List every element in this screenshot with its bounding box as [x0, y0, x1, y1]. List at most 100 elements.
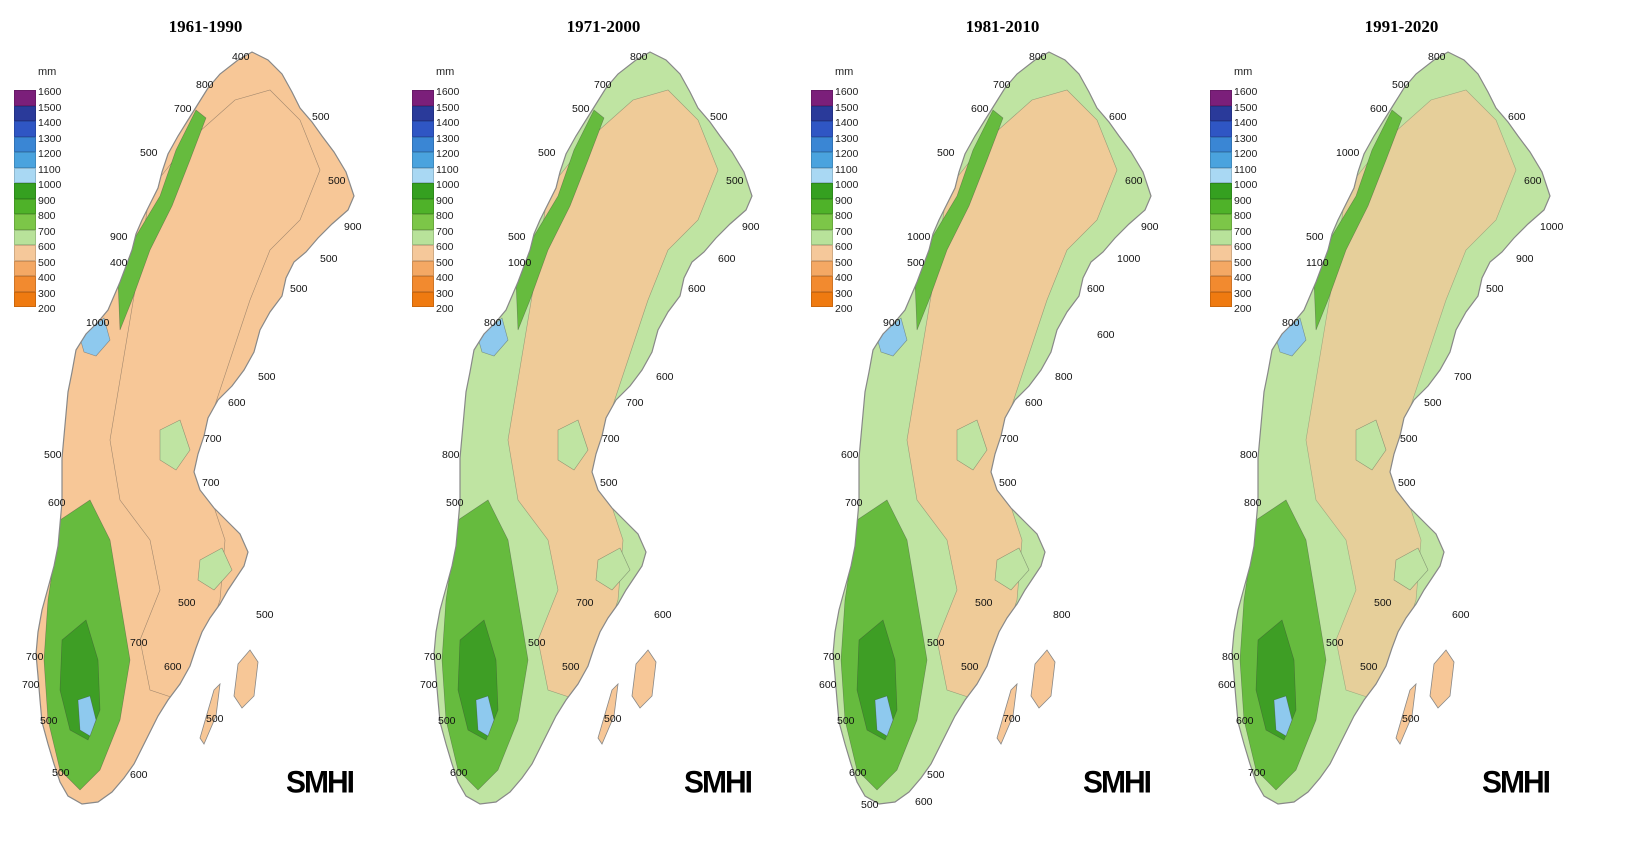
contour-label: 500: [320, 253, 338, 265]
legend-label: 1400: [38, 117, 62, 129]
contour-label: 700: [130, 637, 148, 649]
legend-label: 1300: [1234, 132, 1258, 145]
contour-label: 500: [1424, 397, 1442, 409]
mountain-green-region: [914, 109, 1004, 331]
contour-label: 700: [626, 397, 644, 409]
contour-label: 600: [971, 103, 989, 115]
legend-swatch: [412, 136, 434, 153]
contour-label: 500: [1486, 283, 1504, 295]
contour-label: 500: [710, 111, 728, 123]
contour-label: 500: [572, 103, 590, 115]
oland: [996, 682, 1018, 745]
legend-label: 1500: [1234, 101, 1258, 114]
sweden-map: [35, 51, 355, 805]
contour-label: 500: [52, 767, 70, 779]
contour-label: 500: [508, 231, 526, 243]
legend-swatch: [811, 136, 833, 153]
legend-swatch: [14, 198, 36, 215]
contour-label: 500: [907, 257, 925, 269]
contour-label: 600: [849, 767, 867, 779]
coastline: [433, 51, 753, 805]
contour-label: 700: [823, 651, 841, 663]
contour-label: 600: [841, 449, 859, 461]
contour-label: 500: [1402, 713, 1420, 725]
contour-label: 800: [1053, 609, 1071, 621]
contour-label: 700: [1248, 767, 1266, 779]
mid-patch: [159, 419, 191, 471]
contour-label: 900: [883, 317, 901, 329]
legend-label: 400: [835, 272, 853, 284]
legend-label: 300: [38, 287, 56, 300]
legend-label: 900: [38, 194, 56, 207]
smhi-logo: SMHI: [1083, 765, 1152, 800]
legend-label: 1200: [436, 148, 460, 160]
legend-label: 200: [38, 303, 56, 315]
legend-label: 600: [436, 241, 454, 253]
contour-label: 400: [110, 257, 128, 269]
contour-label: 800: [484, 317, 502, 329]
legend-swatch: [1210, 105, 1232, 122]
oland: [199, 682, 221, 745]
legend-swatch: [14, 136, 36, 153]
contour-label: 600: [1087, 283, 1105, 295]
legend-label: 1300: [38, 132, 62, 145]
mid-patch: [1393, 547, 1429, 591]
legend-swatch: [14, 183, 36, 199]
legend-label: 1300: [835, 132, 859, 145]
legend-swatch: [412, 291, 434, 308]
contour-label: 800: [1055, 371, 1073, 383]
contour-label: 500: [861, 799, 879, 811]
legend-label: 1300: [436, 132, 460, 145]
contour-label: 700: [993, 79, 1011, 91]
contour-label: 600: [1452, 609, 1470, 621]
legend-unit: mm: [436, 66, 455, 78]
sweden-map: [433, 51, 753, 805]
panel-title: 1971-2000: [566, 17, 641, 36]
legend-label: 1000: [835, 179, 859, 191]
legend-unit: mm: [38, 66, 57, 78]
contour-label: 800: [1240, 449, 1258, 461]
panel-title: 1981-2010: [965, 17, 1040, 36]
legend-swatch: [14, 260, 36, 277]
contour-label: 500: [1360, 661, 1378, 673]
contour-label: 900: [344, 221, 362, 233]
legend-swatch: [412, 229, 434, 246]
mountain-wet-region: [79, 317, 111, 357]
lake-region: [1273, 695, 1293, 737]
contour-label: 800: [1222, 651, 1240, 663]
mid-patch: [956, 419, 988, 471]
contour-label: 500: [206, 713, 224, 725]
legend-label: 1600: [1234, 86, 1258, 98]
contour-label: 800: [196, 79, 214, 91]
map-panel-4: 1991-2020 mm 1600 1500 1400 1300 1200 1100 1000…: [1196, 0, 1607, 865]
contour-label: 500: [1374, 597, 1392, 609]
coastline: [1231, 51, 1551, 805]
legend-label: 200: [1234, 303, 1252, 315]
contour-label: 500: [937, 147, 955, 159]
legend-label: 1100: [835, 163, 858, 176]
contour-label: 900: [110, 231, 128, 243]
legend-swatch: [1210, 90, 1232, 106]
coastline: [35, 51, 355, 805]
contour-label: 600: [656, 371, 674, 383]
contour-label: 600: [164, 661, 182, 673]
contour-label: 500: [927, 769, 945, 781]
legend-label: 1000: [436, 179, 460, 191]
legend-swatch: [1210, 245, 1232, 261]
legend-label: 1200: [835, 148, 859, 160]
contour-label: 500: [1398, 477, 1416, 489]
contour-label: 500: [726, 175, 744, 187]
legend-label: 700: [38, 225, 56, 238]
legend-swatch: [1210, 276, 1232, 292]
contour-label: 900: [1516, 253, 1534, 265]
lake-region: [77, 695, 97, 737]
legend-swatch: [412, 276, 434, 292]
smhi-logo: SMHI: [286, 765, 355, 800]
contour-label: 500: [528, 637, 546, 649]
legend-label: 400: [436, 272, 454, 284]
legend-unit: mm: [835, 66, 854, 78]
contour-label: 800: [1029, 51, 1047, 63]
contour-label: 1000: [1117, 253, 1141, 265]
legend-swatch: [412, 198, 434, 215]
contour-label: 500: [256, 609, 274, 621]
